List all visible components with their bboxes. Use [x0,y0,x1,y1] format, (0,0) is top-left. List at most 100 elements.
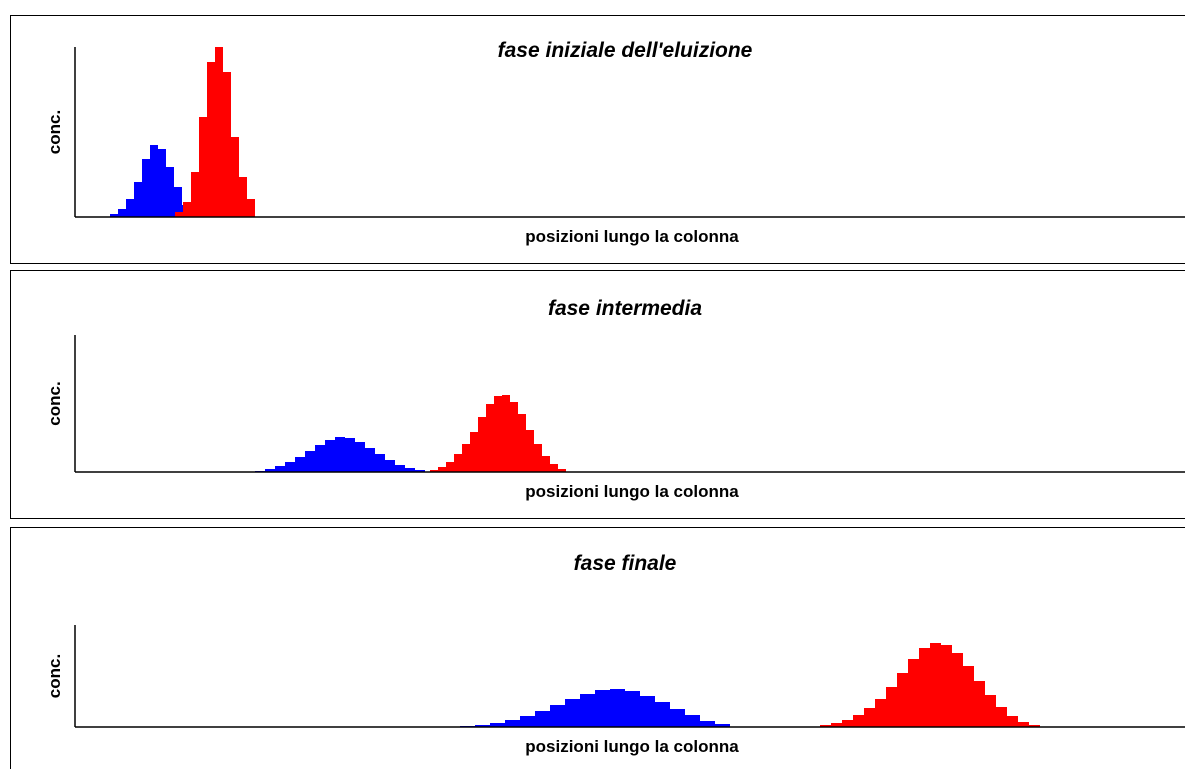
bar [223,72,231,217]
bar [430,470,438,472]
chart-title: fase finale [574,552,677,575]
bar [526,430,534,472]
bar [158,149,166,217]
bar [919,648,930,727]
bar [118,209,126,217]
bar [820,725,831,727]
bar [191,172,199,217]
bar [974,681,985,727]
bar [875,699,886,727]
bar [478,417,486,472]
bar [908,659,919,727]
bar [640,696,655,727]
bar [1029,725,1040,727]
bar [415,470,425,472]
bar [355,442,365,472]
bar [395,465,405,472]
bar [207,62,215,217]
panel-border [10,270,1185,519]
bar [335,437,345,472]
bar [558,469,566,472]
x-axis-label: posizioni lungo la colonna [525,227,739,246]
bar [215,47,223,217]
bar [446,462,454,472]
bar [470,432,478,472]
bar [505,720,520,727]
bar [175,212,183,217]
chart-title: fase intermedia [548,297,702,320]
bar [375,454,385,472]
bar [715,724,730,727]
chart-title: fase iniziale dell'eluizione [498,39,753,62]
bar [897,673,908,727]
bar [864,708,875,727]
bar [275,466,285,472]
bar [305,451,315,472]
bar [930,643,941,727]
bar [174,187,182,217]
bar [625,691,640,727]
bar [853,715,864,727]
panel-border [10,15,1185,264]
bar [963,666,974,727]
bar [150,145,158,217]
bar [142,159,150,217]
x-axis-label: posizioni lungo la colonna [525,482,739,501]
bar [700,721,715,727]
x-axis-label: posizioni lungo la colonna [525,737,739,756]
bar [295,457,305,472]
bar [405,468,415,472]
bar [166,167,174,217]
bar [580,694,595,727]
bar [365,448,375,472]
bar [886,687,897,727]
bar [534,444,542,472]
bar [610,689,625,727]
bar [462,444,470,472]
bar [183,202,191,217]
bar [231,137,239,217]
bar [475,725,490,727]
bar [494,396,502,472]
bar [385,460,395,472]
bar [265,469,275,472]
bar [438,467,446,472]
bar [520,716,535,727]
y-axis-label: conc. [45,110,64,154]
bar [952,653,963,727]
bar [1007,716,1018,727]
bar [550,464,558,472]
bar [996,707,1007,727]
bar [542,456,550,472]
bar [325,440,335,472]
bar [1018,722,1029,727]
bar [685,715,700,727]
bar [831,723,842,727]
bar [454,454,462,472]
bar [134,182,142,217]
bar [239,177,247,217]
bar [285,462,295,472]
bar [595,690,610,727]
bar [110,214,118,217]
bar [941,645,952,727]
bar [510,402,518,472]
panel: fase finale posizioni lungo la colonna con… [10,527,1185,769]
bar [502,395,510,472]
bar [518,414,526,472]
bar [315,445,325,472]
panel-border [10,527,1185,769]
panel: fase iniziale dell'eluizione posizioni lu… [10,15,1185,264]
bar [247,199,255,217]
bar [670,709,685,727]
bar [985,695,996,727]
y-axis-label: conc. [45,654,64,698]
bar [126,199,134,217]
bar [535,711,550,727]
bar [565,699,580,727]
bar [655,702,670,727]
bar [550,705,565,727]
panel: fase intermedia posizioni lungo la colonn… [10,270,1185,519]
